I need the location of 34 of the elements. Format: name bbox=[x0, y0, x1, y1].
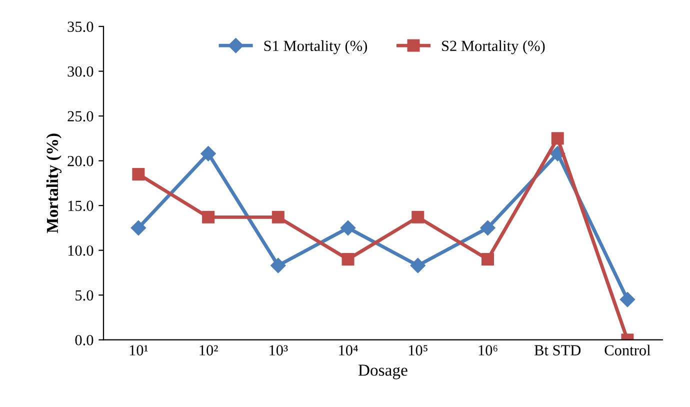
point bbox=[551, 132, 564, 145]
point bbox=[132, 168, 145, 180]
y-tick-label: 20.0 bbox=[68, 156, 94, 166]
point bbox=[481, 253, 494, 266]
x-tick-label: 10¹ bbox=[130, 345, 148, 356]
point bbox=[272, 210, 284, 224]
x-tick-label: 10⁴ bbox=[339, 345, 358, 356]
y-tick-label: 10.0 bbox=[68, 245, 94, 256]
y-tick-label: 25.0 bbox=[68, 111, 94, 122]
point bbox=[270, 258, 286, 274]
x-tick-label: 10⁵ bbox=[408, 345, 428, 356]
point bbox=[340, 220, 356, 236]
legend-label: S1 Mortality (%) bbox=[264, 40, 368, 54]
y-tick-label: 15.0 bbox=[68, 200, 94, 212]
x-tick-label: 10³ bbox=[270, 345, 288, 356]
point bbox=[202, 210, 215, 224]
point bbox=[130, 220, 146, 236]
x-tick-label: Bt STD bbox=[534, 345, 581, 356]
y-tick-label: 0.0 bbox=[75, 334, 94, 346]
y-tick-label: 30.0 bbox=[68, 66, 94, 77]
point bbox=[410, 258, 426, 274]
point bbox=[480, 220, 496, 236]
x-tick-label: 10⁶ bbox=[478, 345, 498, 356]
x-axis-title: Dosage bbox=[358, 364, 408, 380]
point bbox=[342, 253, 354, 266]
x-tick-label: Control bbox=[604, 344, 651, 356]
point bbox=[200, 146, 216, 162]
y-tick-label: 5.0 bbox=[76, 290, 94, 301]
point bbox=[412, 210, 424, 224]
point bbox=[620, 292, 636, 308]
x-tick-label: 10² bbox=[200, 345, 218, 356]
y-tick-label: 35.0 bbox=[68, 22, 94, 32]
legend-label: S2 Mortality (%) bbox=[442, 40, 545, 54]
y-axis-title: Mortality (%) bbox=[46, 134, 62, 234]
